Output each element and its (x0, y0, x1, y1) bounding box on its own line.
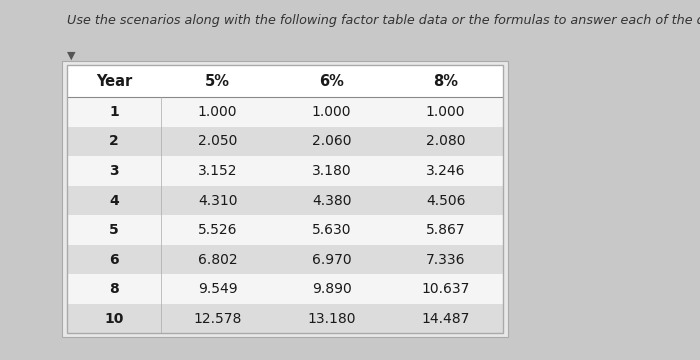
Text: 3: 3 (109, 164, 119, 178)
FancyBboxPatch shape (67, 156, 503, 186)
Text: 12.578: 12.578 (193, 312, 242, 325)
Text: 8: 8 (109, 282, 119, 296)
Text: 13.180: 13.180 (307, 312, 356, 325)
Text: 4.506: 4.506 (426, 194, 466, 207)
Text: 2.080: 2.080 (426, 135, 466, 148)
FancyBboxPatch shape (67, 97, 503, 127)
Text: 2: 2 (109, 135, 119, 148)
Text: 10.637: 10.637 (421, 282, 470, 296)
FancyBboxPatch shape (67, 304, 503, 333)
Text: 6: 6 (109, 253, 119, 266)
Text: 1.000: 1.000 (426, 105, 466, 119)
Text: ▼: ▼ (67, 50, 76, 60)
Text: 9.890: 9.890 (312, 282, 351, 296)
Text: 8%: 8% (433, 73, 459, 89)
Text: 5.630: 5.630 (312, 223, 351, 237)
FancyBboxPatch shape (62, 61, 508, 337)
Text: 5.526: 5.526 (198, 223, 237, 237)
Text: 2.060: 2.060 (312, 135, 351, 148)
Text: 4.380: 4.380 (312, 194, 351, 207)
Text: Year: Year (96, 73, 132, 89)
Text: 5.867: 5.867 (426, 223, 466, 237)
FancyBboxPatch shape (67, 186, 503, 215)
Text: 4.310: 4.310 (198, 194, 237, 207)
Text: 3.152: 3.152 (198, 164, 237, 178)
Text: 14.487: 14.487 (421, 312, 470, 325)
FancyBboxPatch shape (67, 127, 503, 156)
Text: 4: 4 (109, 194, 119, 207)
Text: 3.246: 3.246 (426, 164, 466, 178)
Text: 2.050: 2.050 (198, 135, 237, 148)
Text: 9.549: 9.549 (198, 282, 237, 296)
FancyBboxPatch shape (67, 215, 503, 245)
Text: 6.802: 6.802 (198, 253, 237, 266)
Text: 3.180: 3.180 (312, 164, 351, 178)
FancyBboxPatch shape (67, 65, 503, 97)
Text: 1: 1 (109, 105, 119, 119)
Text: 6.970: 6.970 (312, 253, 351, 266)
Text: 5%: 5% (205, 73, 230, 89)
FancyBboxPatch shape (67, 274, 503, 304)
Text: 1.000: 1.000 (312, 105, 351, 119)
Text: 10: 10 (104, 312, 124, 325)
Text: 7.336: 7.336 (426, 253, 466, 266)
Text: 6%: 6% (319, 73, 344, 89)
Text: Use the scenarios along with the following factor table data or the formulas to : Use the scenarios along with the followi… (67, 14, 700, 27)
FancyBboxPatch shape (67, 245, 503, 274)
Text: 1.000: 1.000 (198, 105, 237, 119)
Text: 5: 5 (109, 223, 119, 237)
